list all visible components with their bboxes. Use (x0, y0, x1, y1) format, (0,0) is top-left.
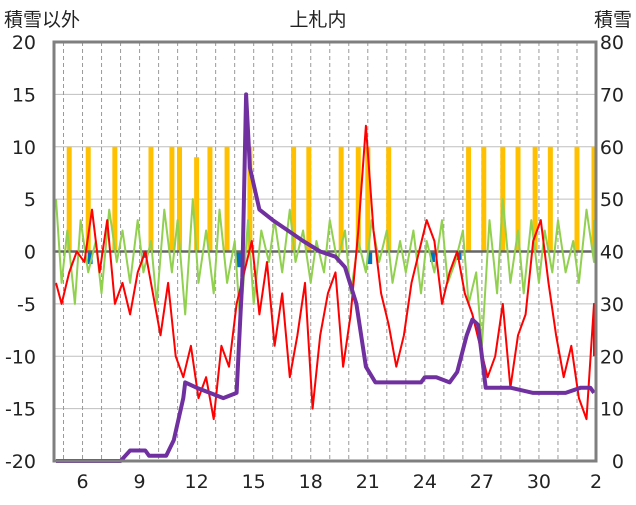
y-right-tick-label: 10 (600, 399, 624, 421)
y-left-tick-label: -15 (5, 399, 36, 421)
grid (54, 41, 597, 462)
chart-title: 上札内 (289, 9, 346, 31)
y-right-tick-label: 70 (600, 84, 624, 106)
bar-blue_bars (367, 251, 373, 265)
x-tick-label: 24 (413, 471, 437, 493)
y-right-tick-label: 50 (600, 189, 624, 211)
bar-precip (291, 146, 297, 252)
y-right-tick-label: 30 (600, 294, 624, 316)
bar-precip (481, 146, 487, 252)
bar-precip (148, 146, 154, 252)
y-right-tick-label: 40 (600, 242, 624, 264)
bar-precip (306, 146, 312, 252)
y-left-tick-label: 10 (12, 137, 36, 159)
left-axis-label: 積雪以外 (4, 9, 80, 31)
bar-precip (247, 146, 253, 252)
bar-precip (194, 157, 200, 252)
y-right-tick-label: 0 (612, 451, 624, 473)
x-tick-label: 12 (185, 471, 209, 493)
bar-blue_bars (429, 251, 435, 262)
bar-blue_bars (235, 251, 241, 268)
bar-precip (224, 146, 230, 252)
bar-blue_bars (456, 251, 462, 260)
tick-labels: -20 -15 -10 -5 0 5 10 15 20 0 10 20 30 40 50 60 70 80 6 9 12… (5, 32, 624, 493)
y-left-tick-label: 5 (24, 189, 36, 211)
x-tick-label: 30 (527, 471, 551, 493)
bar-precip (591, 146, 597, 252)
y-right-tick-label: 20 (600, 346, 624, 368)
y-left-tick-label: 15 (12, 84, 36, 106)
bar-precip (386, 146, 392, 252)
bar-precip (85, 146, 91, 252)
series-lines (55, 92, 596, 463)
y-left-tick-label: 20 (12, 32, 36, 54)
bar-precip (207, 146, 213, 252)
line-third (55, 198, 595, 347)
bars (66, 146, 597, 268)
x-tick-label: 6 (76, 471, 88, 493)
y-right-tick-label: 80 (600, 32, 624, 54)
y-right-tick-label: 60 (600, 137, 624, 159)
bar-precip (365, 146, 371, 252)
x-tick-label: 15 (242, 471, 266, 493)
bar-precip (466, 146, 472, 252)
y-left-tick-label: -10 (5, 346, 36, 368)
x-tick-label: 21 (356, 471, 380, 493)
x-tick-label: 18 (299, 471, 323, 493)
y-left-tick-label: -5 (17, 294, 36, 316)
bar-precip (169, 146, 175, 252)
bar-precip (66, 146, 72, 252)
bar-precip (355, 146, 361, 252)
bar-precip (547, 146, 553, 252)
right-axis-label: 積雪 (594, 9, 632, 31)
bar-precip (574, 146, 580, 252)
line-snow_depth (56, 92, 596, 463)
bar-precip (338, 146, 344, 252)
bar-precip (515, 146, 521, 252)
plot-frame (52, 40, 598, 463)
bar-blue_bars (87, 251, 93, 265)
bar-precip (112, 146, 118, 252)
y-left-tick-label: 0 (24, 242, 36, 264)
y-left-tick-label: -20 (5, 451, 36, 473)
x-tick-label: 2 (590, 471, 602, 493)
x-tick-label: 27 (470, 471, 494, 493)
bar-precip (177, 146, 183, 252)
bar-precip (532, 146, 538, 252)
x-tick-label: 9 (134, 471, 146, 493)
